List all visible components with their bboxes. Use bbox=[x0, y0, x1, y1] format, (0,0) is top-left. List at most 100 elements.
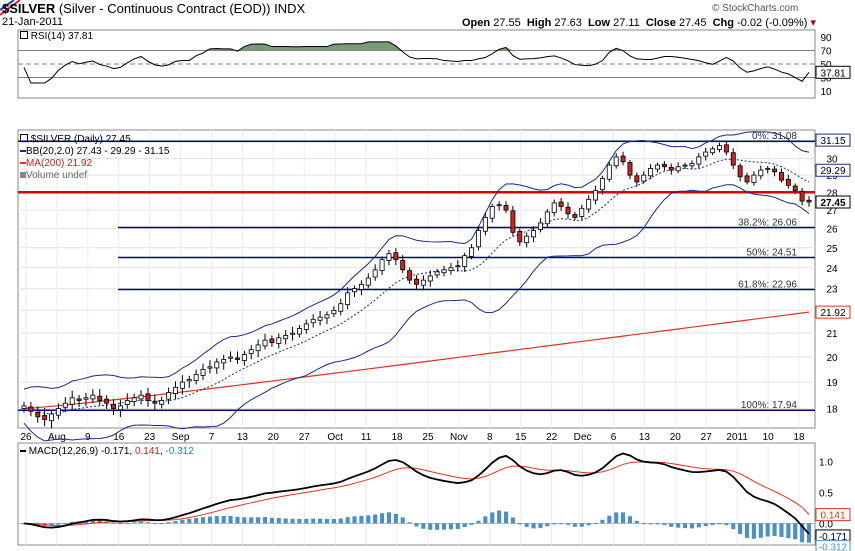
macd-histogram-bar bbox=[572, 523, 577, 527]
candle-down bbox=[558, 201, 564, 207]
macd-histogram-bar bbox=[407, 522, 412, 524]
fib-label: 0%: 31.08 bbox=[752, 131, 797, 142]
candle-up bbox=[69, 397, 75, 405]
candle-down bbox=[778, 172, 784, 181]
price-x-tick-label: 20 bbox=[670, 432, 682, 443]
macd-histogram-bar bbox=[145, 522, 151, 524]
candle-up bbox=[710, 148, 716, 154]
macd-histogram-bar bbox=[132, 522, 137, 524]
macd-histogram-bar bbox=[503, 511, 509, 524]
candle-down bbox=[737, 165, 743, 178]
candle-up bbox=[49, 413, 55, 422]
candle-up bbox=[207, 366, 213, 369]
macd-histogram-bar bbox=[345, 517, 350, 524]
candle-down bbox=[104, 398, 110, 404]
candle-up bbox=[606, 164, 612, 180]
candle-down bbox=[627, 162, 633, 176]
price-value-tag-label: 27.45 bbox=[820, 198, 845, 209]
macd-histogram-bar bbox=[90, 520, 95, 524]
price-x-tick-label: 10 bbox=[763, 432, 775, 443]
candle-down bbox=[723, 144, 729, 153]
macd-histogram-bar bbox=[159, 523, 164, 525]
macd-histogram-bar bbox=[324, 518, 330, 524]
macd-histogram-bar bbox=[249, 517, 254, 524]
close-label: Close bbox=[645, 17, 676, 29]
candle-down bbox=[517, 231, 523, 243]
price-y-tick-label: 28 bbox=[826, 188, 838, 199]
candle-up bbox=[482, 217, 488, 232]
candle-down bbox=[400, 260, 406, 271]
candle-up bbox=[613, 156, 619, 167]
candle-up bbox=[186, 379, 192, 382]
legend-price: $SILVER (Daily) 27.45 bbox=[20, 134, 169, 146]
price-value-tag bbox=[815, 305, 851, 319]
macd-histogram-bar bbox=[786, 523, 791, 539]
candle-up bbox=[441, 269, 447, 274]
macd-histogram-bar bbox=[359, 515, 364, 524]
price-x-tick-label: 18 bbox=[391, 432, 403, 443]
macd-histogram-bar bbox=[621, 512, 626, 524]
macd-histogram-bar bbox=[607, 515, 612, 524]
macd-histogram-bar bbox=[758, 523, 763, 538]
candle-up bbox=[655, 164, 660, 170]
macd-histogram-bar bbox=[724, 523, 729, 526]
price-x-tick-label: 6 bbox=[611, 432, 617, 443]
candle-up bbox=[648, 168, 654, 177]
macd-histogram-bar bbox=[338, 518, 343, 524]
candle-up bbox=[682, 164, 688, 167]
macd-histogram-bar bbox=[448, 523, 453, 530]
candle-down bbox=[572, 214, 578, 218]
candle-down bbox=[806, 199, 812, 203]
macd-histogram-bar bbox=[435, 523, 440, 530]
candle-up bbox=[593, 190, 599, 201]
candle-up bbox=[703, 151, 709, 157]
price-x-tick-label: 16 bbox=[113, 432, 125, 443]
macd-histogram-bar bbox=[793, 523, 798, 540]
price-y-tick-label: 24 bbox=[826, 264, 838, 275]
candle-down bbox=[42, 415, 48, 420]
macd-histogram-bar bbox=[242, 517, 247, 524]
price-y-tick-label: 18 bbox=[826, 405, 838, 416]
candle-up bbox=[124, 400, 130, 405]
candle-down bbox=[269, 338, 275, 343]
candle-up bbox=[90, 394, 96, 400]
logo-stroke-red bbox=[0, 0, 21, 16]
candle-up bbox=[290, 332, 296, 335]
candle-down bbox=[744, 175, 750, 183]
price-x-tick-label: 9 bbox=[85, 432, 91, 443]
price-value-tag-label: 31.15 bbox=[820, 136, 845, 147]
candle-down bbox=[730, 152, 736, 166]
macd-histogram-bar bbox=[290, 518, 295, 524]
macd-histogram-bar bbox=[738, 523, 743, 534]
chg-value: -0.02 (-0.09%) bbox=[737, 17, 808, 29]
legend-volume: Volume undef bbox=[20, 170, 169, 182]
price-x-tick-label: 27 bbox=[299, 432, 311, 443]
candle-down bbox=[35, 412, 41, 418]
price-x-tick-label: Aug bbox=[48, 432, 66, 443]
macd-histogram-bar bbox=[297, 518, 302, 524]
candle-up bbox=[696, 156, 702, 165]
candle-up bbox=[641, 174, 647, 182]
macd-value-tag bbox=[815, 540, 851, 551]
macd-histogram-bar bbox=[304, 518, 309, 524]
macd-histogram-bar bbox=[276, 518, 281, 524]
candle-down bbox=[76, 398, 82, 401]
macd-line bbox=[23, 452, 810, 535]
macd-histogram-bar bbox=[641, 523, 646, 525]
macd-histogram-bar bbox=[373, 514, 378, 524]
macd-histogram-bar bbox=[476, 520, 481, 524]
macd-histogram-bar bbox=[490, 512, 495, 524]
candle-down bbox=[145, 393, 151, 401]
macd-histogram-bar bbox=[352, 516, 357, 524]
price-value-tag bbox=[815, 195, 851, 209]
macd-histogram-bar bbox=[262, 517, 268, 524]
price-y-tick-label: 25 bbox=[826, 244, 838, 255]
macd-histogram-bar bbox=[676, 523, 681, 528]
rsi-y-tick-label: 30 bbox=[820, 74, 832, 85]
macd-histogram-bar bbox=[214, 516, 219, 524]
fib-label: 100%: 17.94 bbox=[741, 400, 798, 411]
candle-up bbox=[427, 275, 433, 282]
macd-histogram-bar bbox=[627, 516, 633, 524]
price-y-tick-label: 19 bbox=[826, 378, 838, 389]
macd-histogram-bar bbox=[469, 523, 474, 525]
